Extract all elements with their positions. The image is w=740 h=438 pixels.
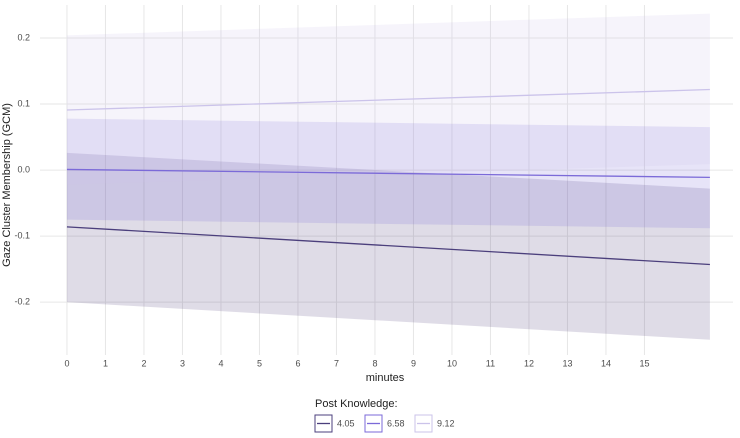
legend-label: 4.05 [337, 418, 355, 428]
x-tick-label: 13 [562, 358, 572, 368]
x-tick-label: 0 [64, 358, 69, 368]
y-tick-label: 0.1 [17, 98, 30, 108]
x-tick-label: 8 [372, 358, 377, 368]
y-axis-title: Gaze Cluster Membership (GCM) [1, 103, 13, 267]
x-tick-label: 11 [486, 358, 495, 368]
confidence-band [66, 13, 710, 185]
line [66, 88, 710, 111]
x-tick-label: 6 [295, 358, 300, 368]
confidence-band [66, 152, 710, 340]
x-tick-label: 10 [447, 358, 457, 368]
legend-label: 6.58 [387, 418, 405, 428]
x-tick-label: 7 [334, 358, 339, 368]
y-tick-label: 0.2 [17, 32, 30, 42]
x-tick-label: 14 [601, 358, 611, 368]
line [66, 168, 710, 179]
x-tick-label: 12 [524, 358, 534, 368]
legend-title: Post Knowledge: [315, 398, 398, 410]
y-tick-label: -0.2 [14, 297, 30, 307]
line [66, 226, 710, 266]
legend-label: 9.12 [437, 418, 455, 428]
x-tick-label: 1 [103, 358, 108, 368]
plot-area: -0.2-0.10.00.10.20 1 2 3 4 5 6 7 8 9 10 11 12 13 14 154… [14, 5, 733, 433]
x-axis-title: minutes [366, 372, 405, 384]
y-tick-label: -0.1 [14, 231, 30, 241]
x-tick-label: 15 [639, 358, 649, 368]
x-tick-label: 5 [257, 358, 262, 368]
x-tick-label: 9 [411, 358, 416, 368]
x-tick-label: 3 [180, 358, 185, 368]
x-tick-label: 2 [141, 358, 146, 368]
y-tick-label: 0.0 [17, 164, 30, 174]
x-tick-label: 4 [218, 358, 223, 368]
